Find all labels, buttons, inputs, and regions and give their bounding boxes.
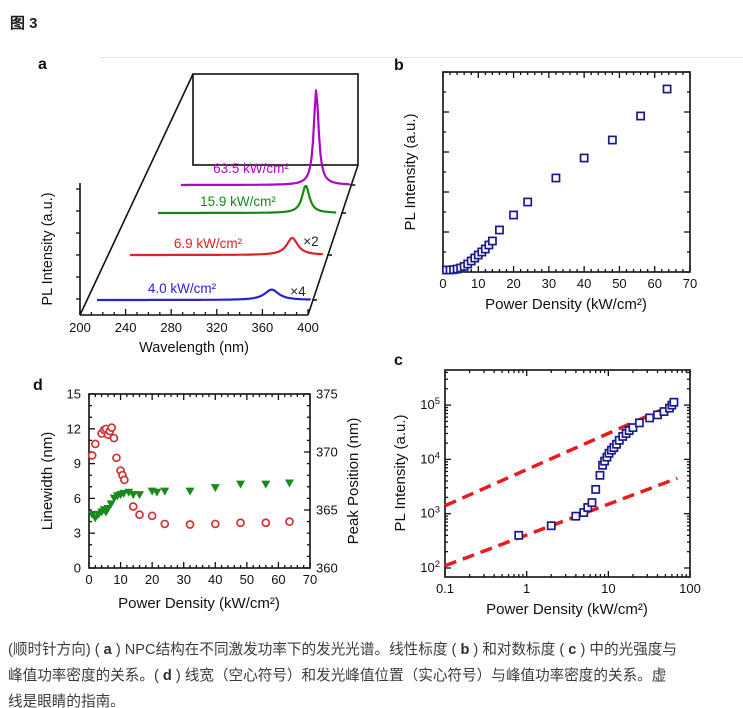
svg-text:1: 1 <box>523 581 530 596</box>
figure-title: 图 3 <box>10 15 38 32</box>
svg-text:6: 6 <box>74 491 81 506</box>
svg-text:60: 60 <box>647 276 661 291</box>
svg-text:105: 105 <box>420 396 440 412</box>
svg-text:360: 360 <box>252 320 274 335</box>
svg-text:40: 40 <box>208 572 222 587</box>
svg-text:Power Density (kW/cm²): Power Density (kW/cm²) <box>486 601 648 618</box>
svg-text:×4: ×4 <box>290 284 306 299</box>
svg-text:10: 10 <box>601 581 615 596</box>
svg-text:0.1: 0.1 <box>436 581 454 596</box>
svg-text:6.9 kW/cm²: 6.9 kW/cm² <box>174 236 243 251</box>
svg-text:30: 30 <box>542 276 556 291</box>
svg-text:20: 20 <box>506 276 520 291</box>
panel-c-loglog-plot: 0.1 1 10 100 102 103 104 105 Power Density (kW/c… <box>392 369 701 618</box>
svg-text:70: 70 <box>683 276 697 291</box>
svg-text:40: 40 <box>577 276 591 291</box>
svg-text:12: 12 <box>67 421 81 436</box>
panel-a-spectra-plot: 200 240 280 320 360 400 Wavelength (nm) PL Inte… <box>40 73 359 356</box>
panel-a-letter: a <box>38 56 47 73</box>
svg-text:9: 9 <box>74 456 81 471</box>
svg-text:0: 0 <box>85 572 92 587</box>
svg-text:400: 400 <box>297 320 319 335</box>
svg-text:10: 10 <box>113 572 127 587</box>
svg-text:3: 3 <box>74 526 81 541</box>
svg-text:0: 0 <box>439 276 446 291</box>
svg-text:360: 360 <box>316 561 338 576</box>
svg-text:15.9 kW/cm²: 15.9 kW/cm² <box>200 194 276 209</box>
svg-text:0: 0 <box>74 561 81 576</box>
panel-c-letter: c <box>394 352 403 369</box>
svg-text:200: 200 <box>69 320 91 335</box>
figure-top-border <box>100 57 743 58</box>
svg-text:×2: ×2 <box>303 234 318 249</box>
svg-text:4.0 kW/cm²: 4.0 kW/cm² <box>148 281 217 296</box>
svg-text:100: 100 <box>679 581 701 596</box>
svg-text:30: 30 <box>176 572 190 587</box>
svg-text:Power Density (kW/cm²): Power Density (kW/cm²) <box>118 595 280 612</box>
svg-text:375: 375 <box>316 387 338 402</box>
panel-d-dualaxis-plot: 0 10 20 30 40 50 60 70 0 3 6 9 12 15 360 365 370 375 Power… <box>39 387 362 613</box>
svg-text:Power Density (kW/cm²): Power Density (kW/cm²) <box>485 296 647 313</box>
svg-text:365: 365 <box>316 503 338 518</box>
svg-text:20: 20 <box>145 572 159 587</box>
svg-text:50: 50 <box>612 276 626 291</box>
figure-caption: (顺时针方向) ( a ) NPC结构在不同激发功率下的发光光谱。线性标度 ( … <box>8 642 677 708</box>
svg-text:320: 320 <box>206 320 228 335</box>
svg-text:15: 15 <box>67 387 81 402</box>
svg-text:10: 10 <box>471 276 485 291</box>
svg-text:63.5 kW/cm²: 63.5 kW/cm² <box>213 161 289 176</box>
svg-text:PL Intensity (a.u.): PL Intensity (a.u.) <box>392 414 409 531</box>
svg-text:103: 103 <box>420 505 440 521</box>
svg-text:Peak Position (nm): Peak Position (nm) <box>345 418 362 545</box>
svg-text:370: 370 <box>316 445 338 460</box>
panel-b-letter: b <box>394 57 404 74</box>
svg-text:104: 104 <box>420 450 440 466</box>
svg-text:PL Intensity (a.u.): PL Intensity (a.u.) <box>40 192 56 305</box>
svg-text:50: 50 <box>240 572 254 587</box>
svg-text:102: 102 <box>420 559 440 575</box>
panel-b-linear-plot: 0 10 20 30 40 50 60 70 Power Density (kW/cm²) PL … <box>402 71 697 313</box>
svg-text:70: 70 <box>303 572 317 587</box>
svg-text:PL Intensity (a.u.): PL Intensity (a.u.) <box>402 113 419 230</box>
svg-text:280: 280 <box>160 320 182 335</box>
svg-text:60: 60 <box>271 572 285 587</box>
panel-d-letter: d <box>33 377 43 394</box>
svg-text:240: 240 <box>115 320 137 335</box>
svg-text:Linewidth (nm): Linewidth (nm) <box>39 432 56 530</box>
svg-text:Wavelength (nm): Wavelength (nm) <box>139 340 249 356</box>
